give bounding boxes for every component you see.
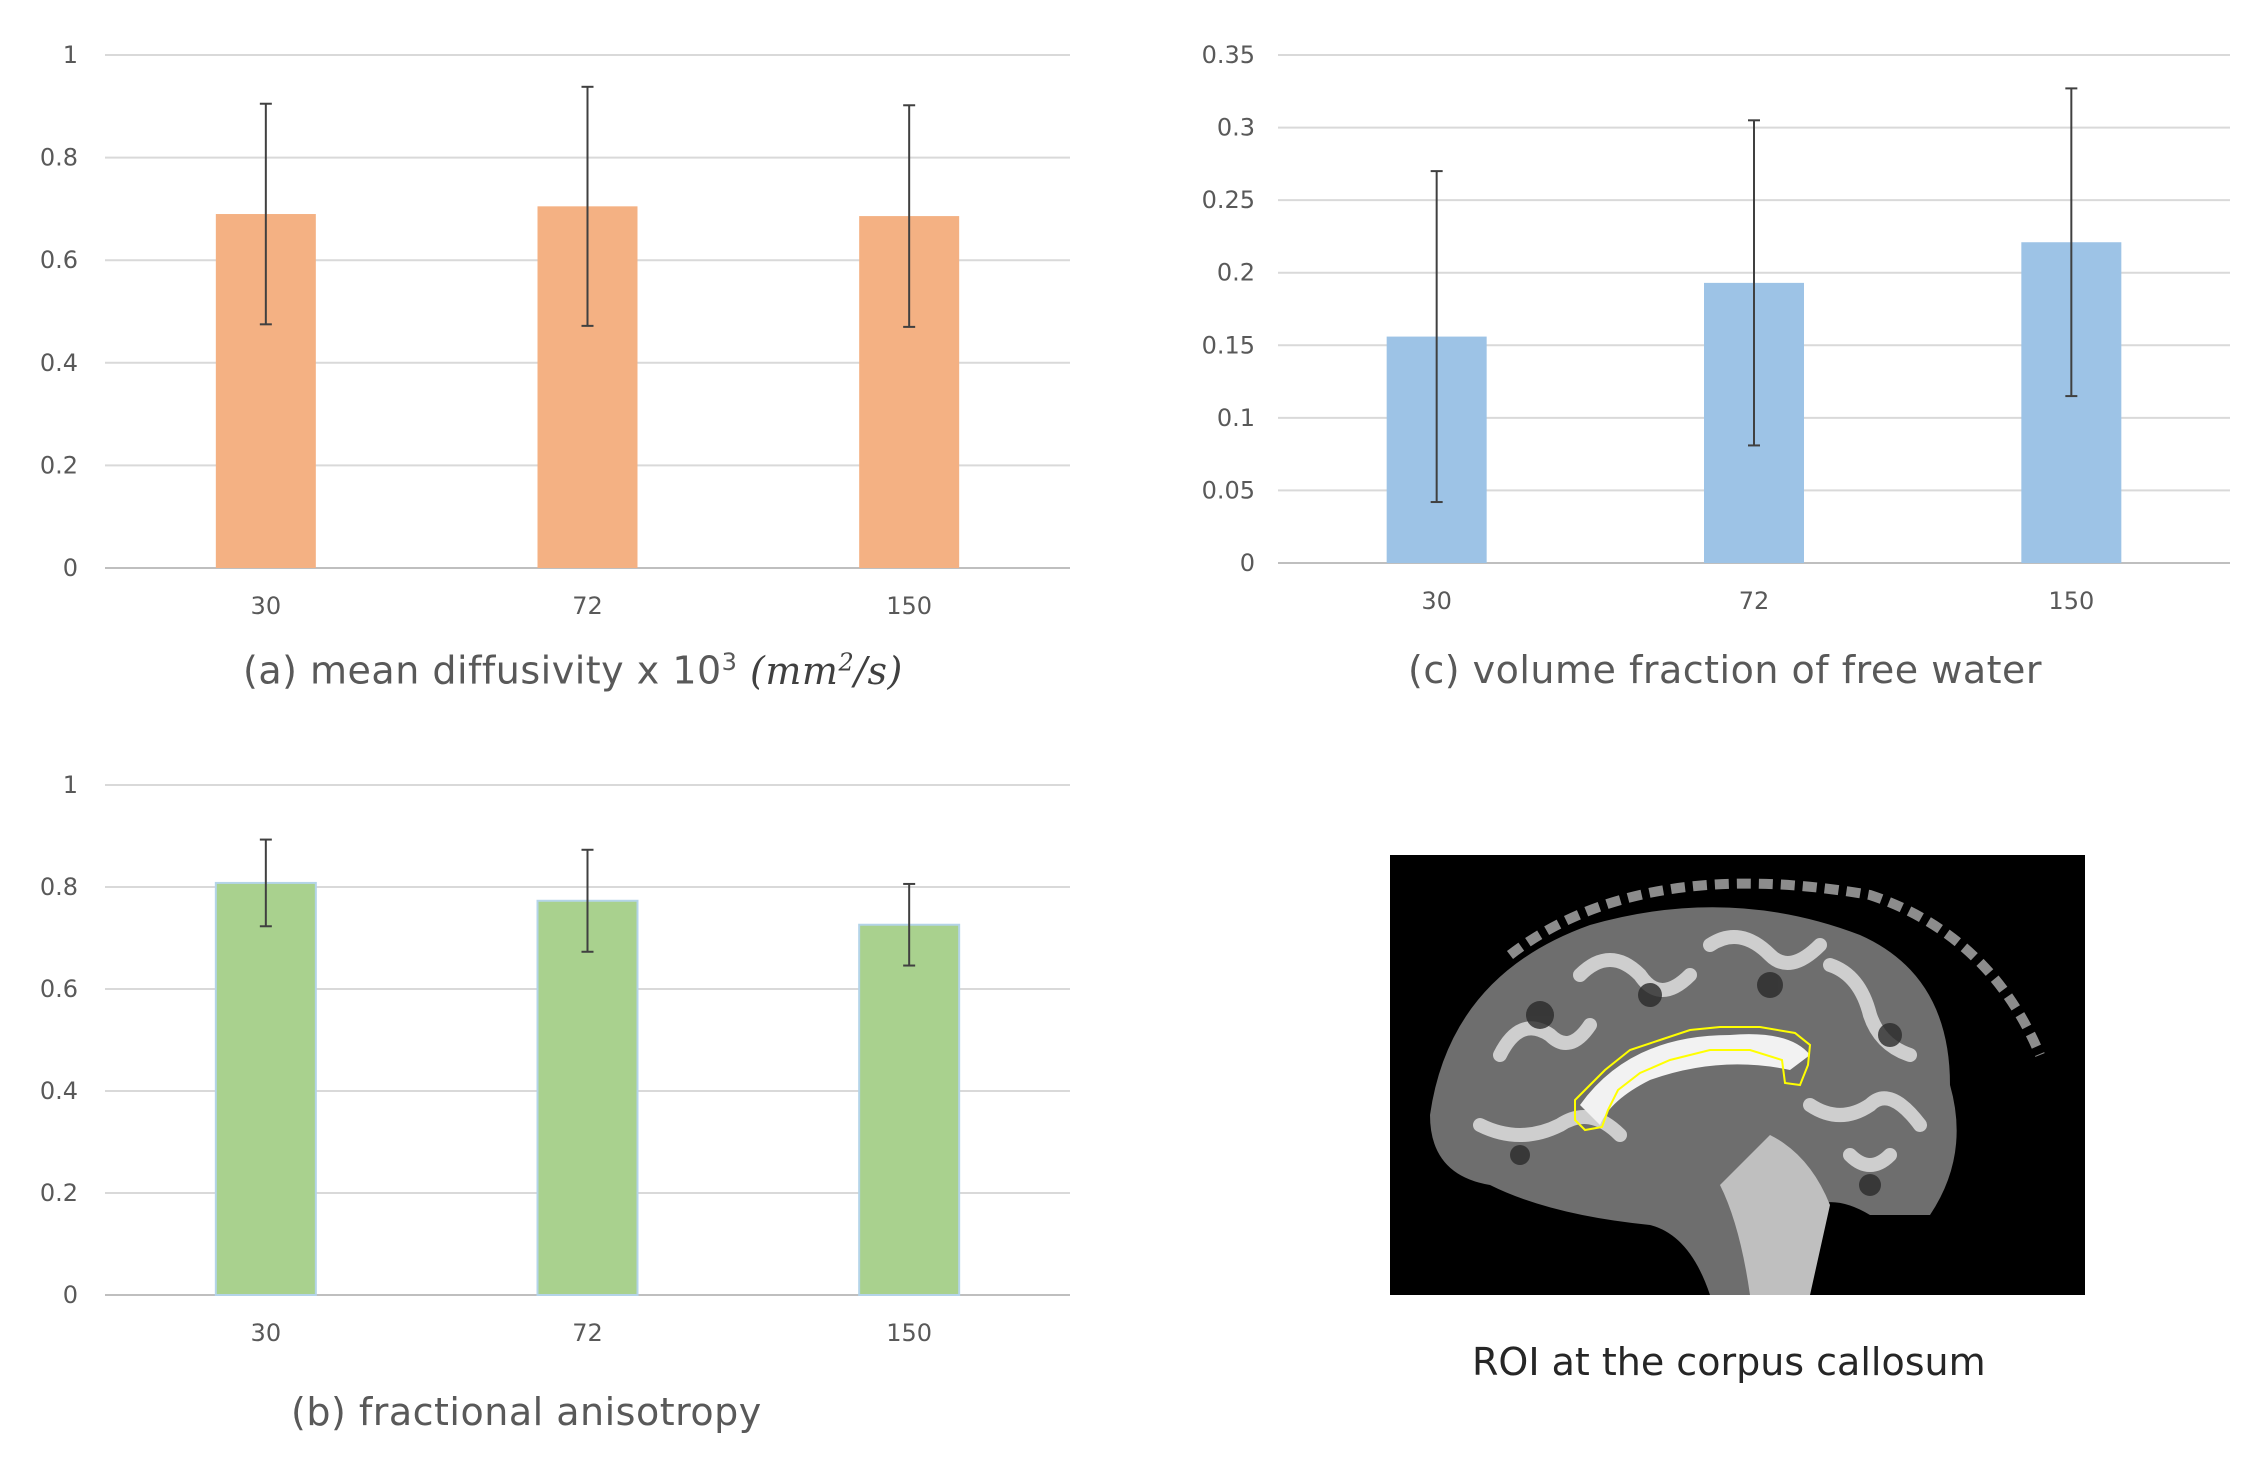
chart-b-caption: (b) fractional anisotropy <box>291 1390 762 1434</box>
chart-a-ytick-label: 1 <box>63 41 78 69</box>
chart-a-unit-exp: 2 <box>838 648 855 676</box>
chart-b-ytick-label: 0.2 <box>40 1179 78 1207</box>
chart-c-xtick-label: 72 <box>1739 587 1770 615</box>
chart-a-svg: 0 0.2 0.4 0.6 0.8 1 30 72 150 <box>40 41 1070 620</box>
chart-c-svg: 0 0.05 0.1 0.15 0.2 0.25 0.3 0.35 30 72 150 <box>1202 41 2230 615</box>
chart-c-ytick-label: 0 <box>1240 549 1255 577</box>
chart-a-ytick-label: 0.8 <box>40 144 78 172</box>
chart-b-xtick-label: 72 <box>572 1319 603 1347</box>
chart-a-ytick-label: 0.6 <box>40 246 78 274</box>
chart-a-ytick-label: 0.2 <box>40 451 78 479</box>
chart-c-xtick-label: 30 <box>1421 587 1452 615</box>
chart-b-ytick-label: 0.4 <box>40 1077 78 1105</box>
chart-b-ytick-label: 0.6 <box>40 975 78 1003</box>
chart-a-ytick-label: 0 <box>63 554 78 582</box>
chart-c-caption: (c) volume fraction of free water <box>1408 648 2042 692</box>
chart-a-ytick-label: 0.4 <box>40 349 78 377</box>
chart-b-ytick-label: 0 <box>63 1281 78 1309</box>
chart-b-bar <box>536 899 639 1297</box>
chart-b-bar <box>858 923 961 1297</box>
chart-a: 0 0.2 0.4 0.6 0.8 1 30 72 150 <box>0 0 1100 640</box>
chart-a-caption-prefix: (a) mean diffusivity x 10 <box>243 648 722 693</box>
chart-b-xtick-label: 150 <box>886 1319 932 1347</box>
chart-a-caption: (a) mean diffusivity x 103 (mm2/s) <box>243 648 903 693</box>
chart-c-ytick-label: 0.2 <box>1217 259 1255 287</box>
chart-c-ytick-label: 0.3 <box>1217 114 1255 142</box>
roi-outline <box>1574 1026 1812 1132</box>
chart-b-bar <box>214 881 317 1296</box>
chart-b-ytick-label: 1 <box>63 771 78 799</box>
chart-c-ytick-label: 0.15 <box>1202 331 1255 359</box>
mri-sagittal-brain <box>1390 855 2085 1295</box>
chart-a-caption-exp: 3 <box>721 648 738 676</box>
chart-a-xtick-label: 150 <box>886 592 932 620</box>
roi-mri-image <box>1390 855 2085 1295</box>
chart-c-xtick-label: 150 <box>2048 587 2094 615</box>
chart-c-ytick-label: 0.35 <box>1202 41 1255 69</box>
chart-c-ytick-label: 0.25 <box>1202 186 1255 214</box>
chart-c: 0 0.05 0.1 0.15 0.2 0.25 0.3 0.35 30 72 150 <box>1160 0 2261 640</box>
chart-c-ytick-label: 0.1 <box>1217 404 1255 432</box>
chart-b-xtick-label: 30 <box>251 1319 282 1347</box>
roi-caption: ROI at the corpus callosum <box>1472 1340 1986 1384</box>
chart-b-ytick-label: 0.8 <box>40 873 78 901</box>
chart-b-svg: 0 0.2 0.4 0.6 0.8 1 30 72 150 <box>40 771 1070 1347</box>
chart-a-unit-base: mm <box>765 648 839 693</box>
chart-b: 0 0.2 0.4 0.6 0.8 1 30 72 150 <box>0 730 1100 1370</box>
chart-a-unit-rest: /s <box>854 648 888 693</box>
chart-c-ytick-label: 0.05 <box>1202 476 1255 504</box>
chart-a-xtick-label: 72 <box>572 592 603 620</box>
chart-a-xtick-label: 30 <box>251 592 282 620</box>
